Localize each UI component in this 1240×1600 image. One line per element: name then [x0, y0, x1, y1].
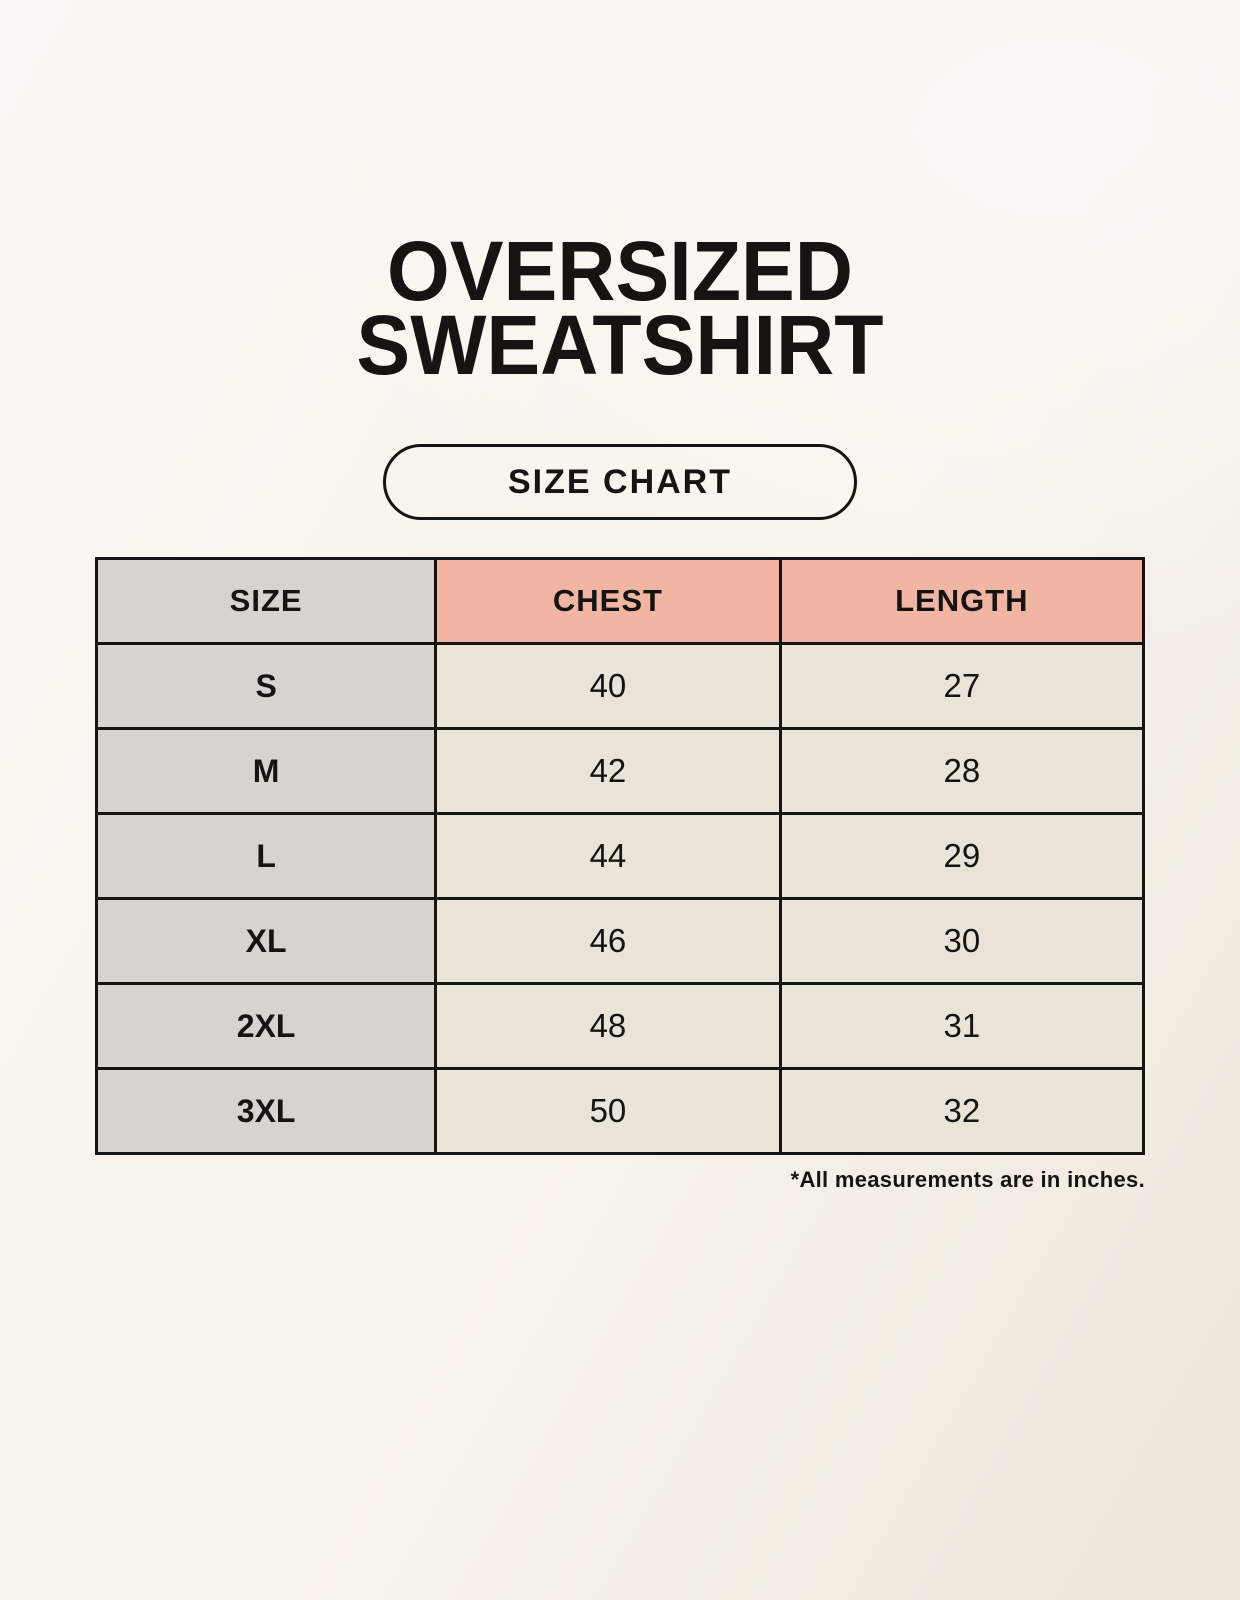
length-value: 30	[778, 897, 1146, 985]
table-row-m: M 42 28	[94, 727, 1146, 815]
chest-value: 42	[434, 727, 782, 815]
table-row-3xl: 3XL 50 32	[94, 1067, 1146, 1155]
size-chart-badge-label: SIZE CHART	[508, 462, 732, 501]
size-label: S	[94, 642, 438, 730]
size-chart-badge: SIZE CHART	[383, 444, 857, 520]
col-header-chest: CHEST	[434, 557, 782, 645]
table-row-s: S 40 27	[94, 642, 1146, 730]
size-label: L	[94, 812, 438, 900]
chest-value: 50	[434, 1067, 782, 1155]
size-label: 3XL	[94, 1067, 438, 1155]
title-line-2: SWEATSHIRT	[356, 298, 884, 392]
chest-value: 44	[434, 812, 782, 900]
page-title: OVERSIZED SWEATSHIRT	[25, 229, 1215, 387]
col-header-size: SIZE	[94, 557, 438, 645]
chest-value: 46	[434, 897, 782, 985]
size-label: 2XL	[94, 982, 438, 1070]
chest-value: 40	[434, 642, 782, 730]
title-line-1: OVERSIZED	[386, 224, 853, 318]
length-value: 28	[778, 727, 1146, 815]
table-row-2xl: 2XL 48 31	[94, 982, 1146, 1070]
size-label: XL	[94, 897, 438, 985]
col-header-length: LENGTH	[778, 557, 1146, 645]
length-value: 29	[778, 812, 1146, 900]
measurements-footnote: *All measurements are in inches.	[790, 1167, 1145, 1192]
length-value: 27	[778, 642, 1146, 730]
size-chart-table: SIZE CHEST LENGTH S 40 27 M 42 28 L 44 2…	[94, 557, 1146, 1155]
length-value: 31	[778, 982, 1146, 1070]
table-header-row: SIZE CHEST LENGTH	[94, 557, 1146, 645]
size-label: M	[94, 727, 438, 815]
table-row-l: L 44 29	[94, 812, 1146, 900]
table-row-xl: XL 46 30	[94, 897, 1146, 985]
chest-value: 48	[434, 982, 782, 1070]
length-value: 32	[778, 1067, 1146, 1155]
